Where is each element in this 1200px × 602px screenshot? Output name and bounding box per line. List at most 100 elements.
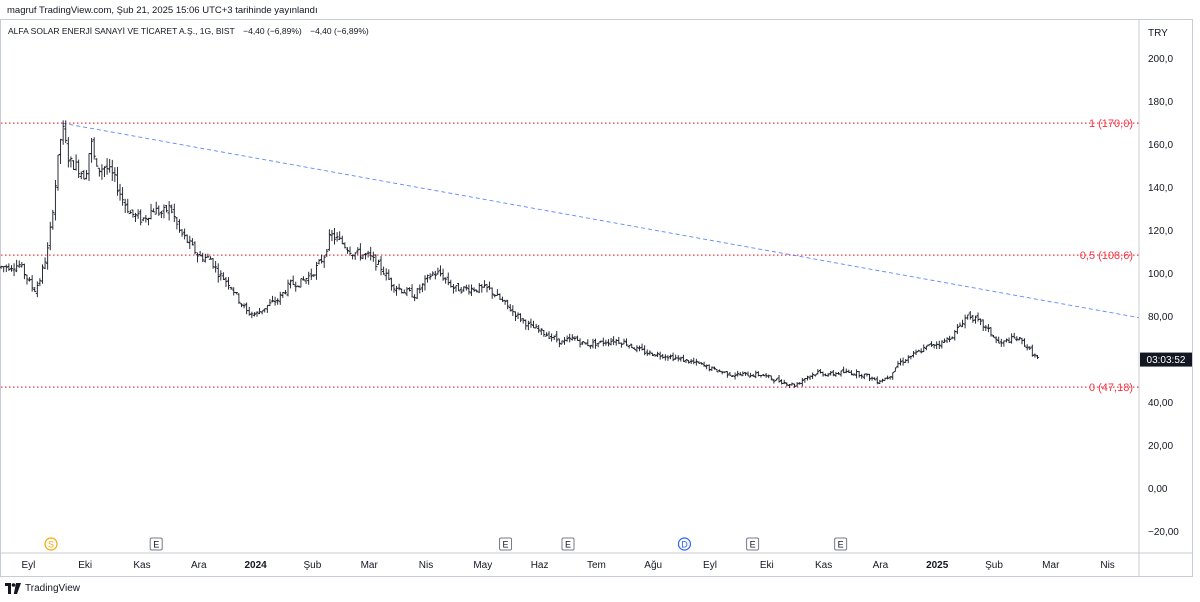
event-marker-split[interactable]: D xyxy=(677,537,692,551)
ohlc-bar xyxy=(715,369,719,373)
ohlc-bar xyxy=(97,167,101,177)
ohlc-bar xyxy=(785,382,789,387)
ohlc-bar xyxy=(397,283,401,291)
ohlc-bar xyxy=(157,205,161,216)
ohlc-bar xyxy=(255,311,259,317)
ohlc-bar xyxy=(955,324,959,335)
ohlc-bar xyxy=(177,219,182,233)
ohlc-bar xyxy=(239,303,244,308)
ohlc-bar xyxy=(190,238,194,246)
ohlc-bar xyxy=(699,362,704,365)
ohlc-bar xyxy=(351,254,355,260)
ohlc-bar xyxy=(1033,353,1037,358)
ohlc-bar xyxy=(612,336,616,346)
ohlc-bar xyxy=(1030,344,1034,357)
ohlc-bar xyxy=(482,280,487,288)
ohlc-bar xyxy=(113,167,117,182)
event-marker-earnings[interactable]: E xyxy=(149,537,163,551)
ohlc-bar xyxy=(1035,355,1040,359)
ohlc-bar xyxy=(896,360,900,368)
ohlc-bar xyxy=(118,183,122,201)
ohlc-bar xyxy=(529,318,533,328)
y-tick-label: 140,0 xyxy=(1148,183,1173,194)
ohlc-bar xyxy=(601,337,605,347)
event-marker-earnings[interactable]: E xyxy=(561,537,575,551)
ohlc-bar xyxy=(958,322,962,327)
ohlc-bar xyxy=(811,372,815,379)
ohlc-bar xyxy=(542,329,546,337)
ohlc-bar xyxy=(852,373,856,376)
ohlc-bar xyxy=(456,282,461,292)
ohlc-bar xyxy=(650,352,655,357)
event-marker-label: E xyxy=(503,540,509,550)
ohlc-bar xyxy=(71,160,76,170)
tradingview-brand[interactable]: TradingView xyxy=(5,583,80,594)
ohlc-bar xyxy=(568,333,572,343)
event-marker-dividend[interactable]: S xyxy=(44,537,58,551)
ohlc-bar xyxy=(299,278,303,288)
fib-level-label: 1 (170,0) xyxy=(1089,118,1133,130)
ohlc-bar xyxy=(632,347,636,350)
event-marker-label: S xyxy=(48,540,54,550)
ohlc-bar xyxy=(301,276,306,281)
ohlc-bar xyxy=(565,335,569,342)
ohlc-bar xyxy=(891,372,895,380)
ohlc-bar xyxy=(694,358,698,366)
ohlc-bar xyxy=(115,166,120,196)
ohlc-bar xyxy=(979,318,983,326)
y-tick-label: 0,00 xyxy=(1148,484,1168,495)
ohlc-bar xyxy=(332,227,337,245)
x-tick-label: Şub xyxy=(985,560,1003,571)
ohlc-bar xyxy=(423,275,427,291)
ohlc-bar xyxy=(624,338,629,347)
ohlc-bar xyxy=(95,158,99,167)
ohlc-bar xyxy=(69,156,73,168)
ohlc-bar xyxy=(929,341,934,347)
ohlc-bar xyxy=(43,257,47,270)
ohlc-bar xyxy=(681,354,686,362)
price-label: 03:03:52 xyxy=(1147,355,1186,366)
event-marker-box xyxy=(499,537,513,551)
ohlc-bar xyxy=(335,232,339,242)
ohlc-bar xyxy=(521,318,525,324)
ohlc-bar xyxy=(609,337,613,346)
ohlc-bar xyxy=(25,274,29,285)
ohlc-bar xyxy=(433,270,437,280)
ohlc-bar xyxy=(544,332,549,337)
x-tick-label: 2024 xyxy=(244,560,267,571)
ohlc-bar xyxy=(183,228,187,240)
ohlc-bar xyxy=(229,286,233,290)
ohlc-bar xyxy=(159,210,163,219)
y-tick-label: −20,00 xyxy=(1148,527,1179,538)
ohlc-bar xyxy=(922,344,926,353)
event-marker-earnings[interactable]: E xyxy=(499,537,513,551)
ohlc-bar xyxy=(265,304,269,313)
ohlc-bar xyxy=(353,252,357,260)
ohlc-bar xyxy=(425,274,430,283)
ohlc-bar xyxy=(1012,332,1016,339)
ohlc-bar xyxy=(666,355,670,361)
ohlc-bar xyxy=(7,263,11,271)
ohlc-bar xyxy=(487,281,492,291)
event-marker-earnings[interactable]: E xyxy=(746,537,760,551)
event-marker-earnings[interactable]: E xyxy=(834,537,848,551)
ohlc-bar xyxy=(630,343,634,349)
event-marker-box xyxy=(149,537,163,551)
symbol-name[interactable]: ALFA SOLAR ENERJİ SANAYİ VE TİCARET A.Ş.… xyxy=(8,26,235,36)
ohlc-bar xyxy=(919,348,923,354)
ohlc-bar xyxy=(208,256,213,260)
ohlc-bar xyxy=(674,354,678,360)
ohlc-bar xyxy=(1025,344,1029,351)
ohlc-bar xyxy=(162,204,166,219)
ohlc-bar xyxy=(927,344,931,347)
ohlc-bar xyxy=(206,253,210,258)
ohlc-bar xyxy=(524,319,528,330)
ohlc-bar xyxy=(645,349,649,356)
ohlc-bar xyxy=(485,283,489,293)
ohlc-bar xyxy=(932,343,936,349)
chart-frame xyxy=(0,19,1193,577)
ohlc-bar xyxy=(782,379,786,385)
ohlc-bar xyxy=(516,312,520,319)
ohlc-bar xyxy=(195,252,200,263)
